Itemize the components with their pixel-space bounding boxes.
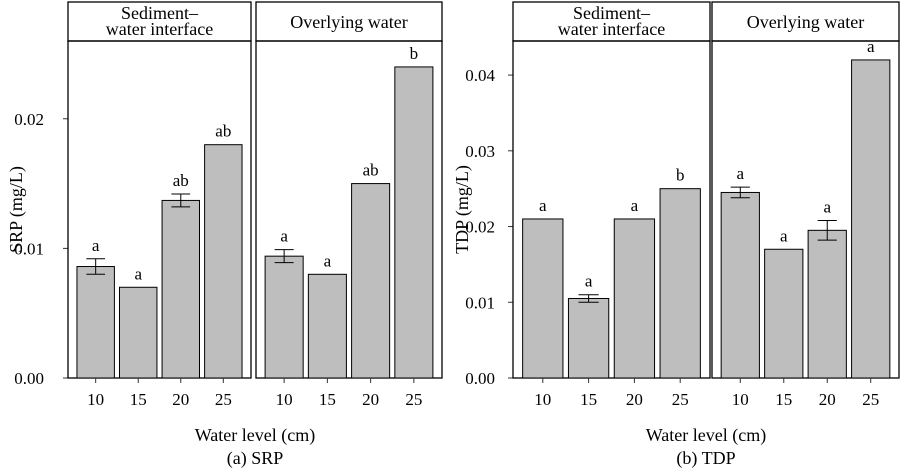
bar (613, 218, 656, 379)
panel-frame (255, 40, 443, 379)
panel-title: Overlying water (290, 12, 407, 32)
significance-letter: a (585, 272, 593, 291)
bar (567, 297, 610, 379)
significance-letter: a (134, 264, 142, 283)
bar (119, 286, 158, 379)
bar (351, 183, 391, 379)
y-tick-label: 0.02 (14, 110, 44, 129)
x-tick-label: 20 (172, 390, 189, 409)
panel-frame (711, 40, 900, 379)
bar (851, 59, 891, 379)
significance-letter: a (780, 226, 788, 245)
figure-caption: (a) SRP (227, 448, 284, 469)
x-tick-label: 25 (215, 390, 232, 409)
x-tick-label: 15 (775, 390, 792, 409)
panel-title: water interface (558, 19, 665, 39)
bar (394, 66, 434, 379)
y-tick-label: 0.00 (465, 369, 495, 388)
bar (764, 248, 804, 379)
significance-letter: a (324, 251, 332, 270)
panel-title: Overlying water (747, 12, 864, 32)
y-tick-label: 0.04 (465, 66, 495, 85)
x-tick-label: 25 (862, 390, 879, 409)
significance-letter: b (676, 166, 685, 185)
significance-letter: a (737, 164, 745, 183)
x-tick-label: 20 (626, 390, 643, 409)
significance-letter: ab (173, 171, 189, 190)
y-tick-label: 0.02 (465, 218, 495, 237)
x-tick-label: 20 (362, 390, 379, 409)
y-axis-label: TDP (mg/L) (452, 165, 473, 254)
significance-letter: a (631, 196, 639, 215)
bar (659, 188, 701, 379)
x-tick-label: 10 (732, 390, 749, 409)
y-tick-label: 0.01 (14, 239, 44, 258)
significance-letter: ab (363, 161, 379, 180)
y-tick-label: 0.03 (465, 142, 495, 161)
significance-letter: ab (215, 122, 231, 141)
x-tick-label: 20 (819, 390, 836, 409)
significance-letter: a (867, 37, 875, 56)
panel-frame (512, 40, 711, 379)
significance-letter: a (539, 196, 547, 215)
bar (161, 199, 200, 379)
panel-title: water interface (106, 19, 213, 39)
x-tick-label: 10 (276, 390, 293, 409)
panel-title: Sediment– (121, 3, 199, 23)
x-tick-label: 15 (130, 390, 147, 409)
x-axis-label: Water level (cm) (195, 425, 315, 446)
x-tick-label: 15 (580, 390, 597, 409)
y-axis-label: SRP (mg/L) (6, 166, 27, 253)
significance-letter: b (410, 44, 419, 63)
panel-frame (67, 40, 252, 379)
bar (307, 273, 347, 379)
x-tick-label: 25 (672, 390, 689, 409)
significance-letter: a (280, 227, 288, 246)
bar (522, 218, 564, 379)
y-tick-label: 0.01 (465, 293, 495, 312)
bar (204, 144, 243, 379)
x-tick-label: 25 (405, 390, 422, 409)
x-tick-label: 15 (319, 390, 336, 409)
bar (264, 255, 304, 379)
panel-title: Sediment– (573, 3, 651, 23)
x-axis-label: Water level (cm) (646, 425, 766, 446)
x-tick-label: 10 (534, 390, 551, 409)
bar (76, 266, 115, 379)
figure-caption: (b) TDP (676, 448, 735, 469)
y-tick-label: 0.00 (14, 369, 44, 388)
x-tick-label: 10 (87, 390, 104, 409)
bar (807, 229, 847, 379)
bar (720, 191, 760, 379)
panel-strip (512, 1, 711, 42)
significance-letter: a (823, 197, 831, 216)
significance-letter: a (92, 236, 100, 255)
panel-strip (67, 1, 252, 42)
